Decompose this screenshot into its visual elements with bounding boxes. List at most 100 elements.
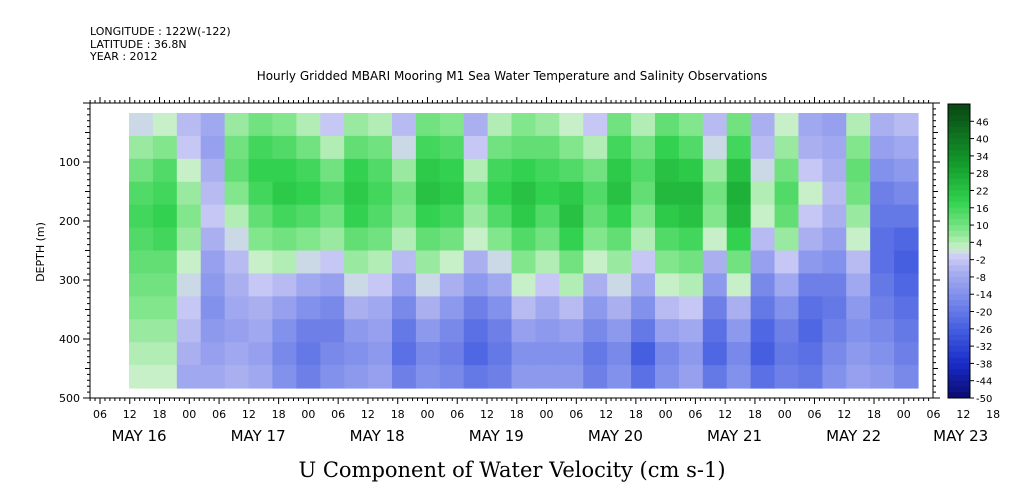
heatmap-cell (176, 273, 202, 297)
heatmap-cell (655, 135, 680, 160)
heatmap-cell (344, 319, 369, 343)
colorbar-tick-label: 46 (976, 117, 989, 128)
heatmap-cell (129, 158, 154, 183)
heatmap-cell (487, 204, 513, 229)
heatmap-cell (248, 158, 274, 183)
heatmap-cell (774, 319, 800, 343)
heatmap-cell (415, 227, 441, 252)
heatmap-cell (607, 273, 632, 297)
x-hour-tick-label: 00 (420, 408, 434, 421)
heatmap-cell (607, 113, 632, 137)
heatmap-cell (607, 365, 632, 389)
colorbar-swatch (948, 109, 970, 117)
heatmap-cell (631, 181, 656, 206)
heatmap-cell (200, 296, 226, 320)
colorbar-swatch (948, 282, 970, 289)
heatmap-cell (678, 158, 704, 183)
x-hour-tick-label: 00 (897, 408, 911, 421)
heatmap-cell (631, 250, 656, 275)
heatmap-cell (655, 113, 680, 137)
heatmap-cell (870, 227, 895, 252)
heatmap-cell (583, 227, 608, 252)
colorbar-swatch (948, 167, 970, 174)
colorbar-swatch (948, 219, 970, 226)
heatmap-cell (607, 342, 632, 366)
heatmap-cell (487, 135, 513, 160)
heatmap-cell (655, 250, 680, 275)
heatmap-cell (631, 319, 656, 343)
heatmap-cell (631, 273, 656, 297)
heatmap-cell (368, 273, 393, 297)
colorbar-tick-label: -50 (976, 394, 992, 405)
heatmap-cell (487, 113, 513, 137)
colorbar-swatch (948, 363, 970, 370)
heatmap-cell (655, 365, 680, 389)
heatmap-cell (750, 113, 776, 137)
heatmap-cell (439, 319, 465, 343)
heatmap-cell (726, 342, 752, 366)
heatmap-cell (176, 135, 202, 160)
heatmap-cell (439, 204, 465, 229)
colorbar-swatch (948, 288, 970, 295)
heatmap-cell (726, 250, 752, 275)
heatmap-cell (750, 181, 776, 206)
colorbar-swatch (948, 328, 970, 336)
heatmap-cell (439, 296, 465, 320)
heatmap-cell (750, 250, 776, 275)
heatmap-cell (296, 365, 321, 389)
heatmap-cell (152, 181, 178, 206)
heatmap-cell (152, 273, 178, 297)
heatmap-cell (463, 273, 489, 297)
heatmap-cell (559, 227, 584, 252)
heatmap-cell (583, 204, 608, 229)
heatmap-cell (487, 273, 513, 297)
heatmap-cell (439, 342, 465, 366)
heatmap-cell (248, 204, 274, 229)
heatmap-cell (846, 227, 871, 252)
heatmap-cell (248, 319, 274, 343)
heatmap-cell (224, 135, 250, 160)
heatmap-cell (631, 227, 656, 252)
heatmap-cell (774, 296, 800, 320)
heatmap-cell (344, 135, 369, 160)
colorbar-swatch (948, 132, 970, 140)
heatmap-cell (200, 227, 226, 252)
heatmap-cell (511, 250, 537, 275)
heatmap-cell (368, 158, 393, 183)
heatmap-cell (272, 342, 297, 366)
heatmap-cell (392, 113, 417, 137)
heatmap-cell (511, 227, 537, 252)
heatmap-cell (368, 250, 393, 275)
heatmap-cell (870, 342, 895, 366)
heatmap-cell (894, 250, 919, 275)
heatmap-cell (750, 158, 776, 183)
heatmap-cell (559, 365, 584, 389)
heatmap-cell (678, 250, 704, 275)
heatmap-cell (320, 319, 345, 343)
heatmap-cell (894, 204, 919, 229)
x-hour-tick-label: 00 (182, 408, 196, 421)
heatmap-cell (463, 319, 489, 343)
heatmap-cell (750, 204, 776, 229)
colorbar-swatch (948, 121, 970, 128)
heatmap-cell (129, 113, 154, 137)
heatmap-cell (559, 135, 584, 160)
heatmap-cell (894, 135, 919, 160)
x-hour-tick-label: 00 (659, 408, 673, 421)
heatmap-cell (296, 158, 321, 183)
colorbar-swatch (948, 138, 970, 145)
heatmap-cell (870, 296, 895, 320)
heatmap-cell (272, 158, 297, 183)
heatmap-cell (296, 135, 321, 160)
colorbar-frame (947, 103, 971, 399)
heatmap-cell (846, 296, 871, 320)
heatmap-cell (894, 273, 919, 297)
x-day-label: MAY 17 (231, 427, 286, 445)
heatmap-cell (678, 365, 704, 389)
heatmap-cell (392, 227, 417, 252)
heatmap-cell (224, 365, 250, 389)
colorbar-swatch (948, 380, 970, 387)
heatmap-cell (798, 365, 823, 389)
heatmap-cell (129, 273, 154, 297)
heatmap-cell (129, 227, 154, 252)
